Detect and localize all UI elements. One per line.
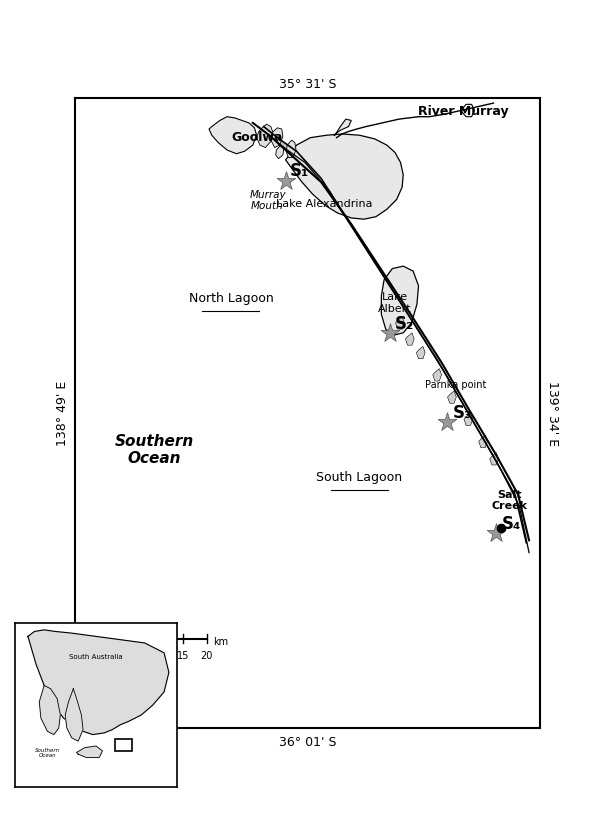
- Text: Murray
Mouth: Murray Mouth: [249, 190, 286, 211]
- Text: South Australia: South Australia: [69, 654, 123, 660]
- Polygon shape: [416, 346, 425, 359]
- Polygon shape: [40, 685, 61, 735]
- Text: S₄: S₄: [502, 515, 521, 533]
- Polygon shape: [464, 413, 473, 425]
- Text: 0: 0: [107, 651, 113, 662]
- Text: 5: 5: [131, 651, 138, 662]
- Text: Parnka point: Parnka point: [425, 380, 487, 390]
- Text: 20: 20: [200, 651, 213, 662]
- Text: Southern
Ocean: Southern Ocean: [115, 434, 194, 466]
- Text: Salt
Creek: Salt Creek: [492, 490, 528, 511]
- Polygon shape: [276, 145, 284, 159]
- Polygon shape: [334, 119, 351, 135]
- Point: [385, 326, 394, 339]
- Polygon shape: [271, 128, 283, 147]
- Polygon shape: [77, 746, 103, 757]
- Polygon shape: [448, 391, 456, 403]
- Polygon shape: [406, 333, 414, 345]
- Polygon shape: [490, 452, 499, 465]
- Text: Lake
Albert: Lake Albert: [378, 292, 412, 314]
- Text: Southern
Ocean: Southern Ocean: [35, 748, 60, 758]
- Point: [496, 521, 505, 534]
- Text: 15: 15: [176, 651, 189, 662]
- Text: km: km: [214, 636, 229, 646]
- Polygon shape: [264, 127, 529, 553]
- Polygon shape: [209, 117, 257, 154]
- Text: 10: 10: [152, 651, 165, 662]
- Polygon shape: [395, 317, 404, 329]
- Polygon shape: [433, 369, 442, 381]
- Point: [442, 416, 452, 429]
- Polygon shape: [257, 124, 273, 147]
- Text: 35° 31' S: 35° 31' S: [279, 78, 336, 91]
- Text: 138° 49' E: 138° 49' E: [56, 380, 70, 446]
- Polygon shape: [65, 689, 83, 741]
- Text: North Lagoon: North Lagoon: [188, 292, 273, 305]
- Text: Goolwa: Goolwa: [231, 132, 282, 145]
- Text: River Murray: River Murray: [418, 106, 509, 119]
- Text: 139° 34' E: 139° 34' E: [545, 380, 559, 446]
- Point: [281, 174, 290, 187]
- Polygon shape: [382, 266, 419, 335]
- Polygon shape: [28, 630, 169, 735]
- Text: S₂: S₂: [395, 315, 414, 333]
- Bar: [115, 739, 131, 751]
- Text: 36° 01' S: 36° 01' S: [279, 735, 336, 748]
- Text: S₁: S₁: [290, 162, 309, 180]
- Point: [491, 526, 501, 539]
- Polygon shape: [286, 134, 403, 219]
- Text: South Lagoon: South Lagoon: [316, 471, 403, 484]
- Polygon shape: [479, 435, 487, 447]
- Polygon shape: [286, 140, 296, 157]
- Text: Lake Alexandrina: Lake Alexandrina: [275, 199, 372, 209]
- Text: S₃: S₃: [452, 404, 472, 422]
